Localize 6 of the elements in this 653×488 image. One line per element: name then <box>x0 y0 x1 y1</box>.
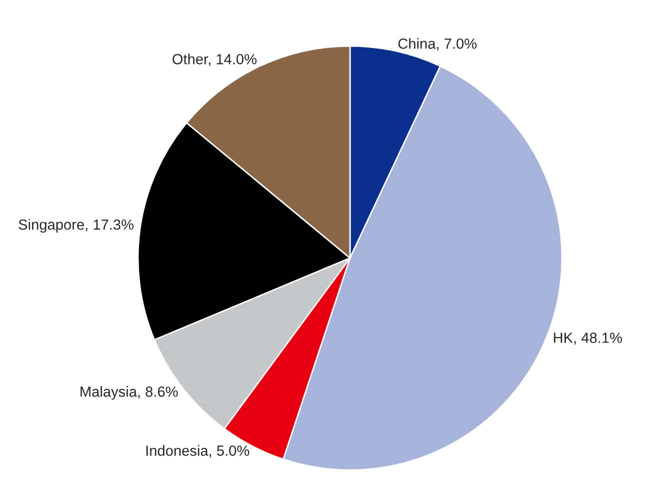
slice-label: China, 7.0% <box>398 38 477 51</box>
slice-label: Singapore, 17.3% <box>18 219 134 233</box>
slice-label: HK, 48.1% <box>554 332 622 345</box>
slice-label: Indonesia, 5.0% <box>146 445 250 458</box>
slice-label: Other, 14.0% <box>172 54 257 66</box>
slice-label: Malaysia, 8.6% <box>80 386 178 400</box>
